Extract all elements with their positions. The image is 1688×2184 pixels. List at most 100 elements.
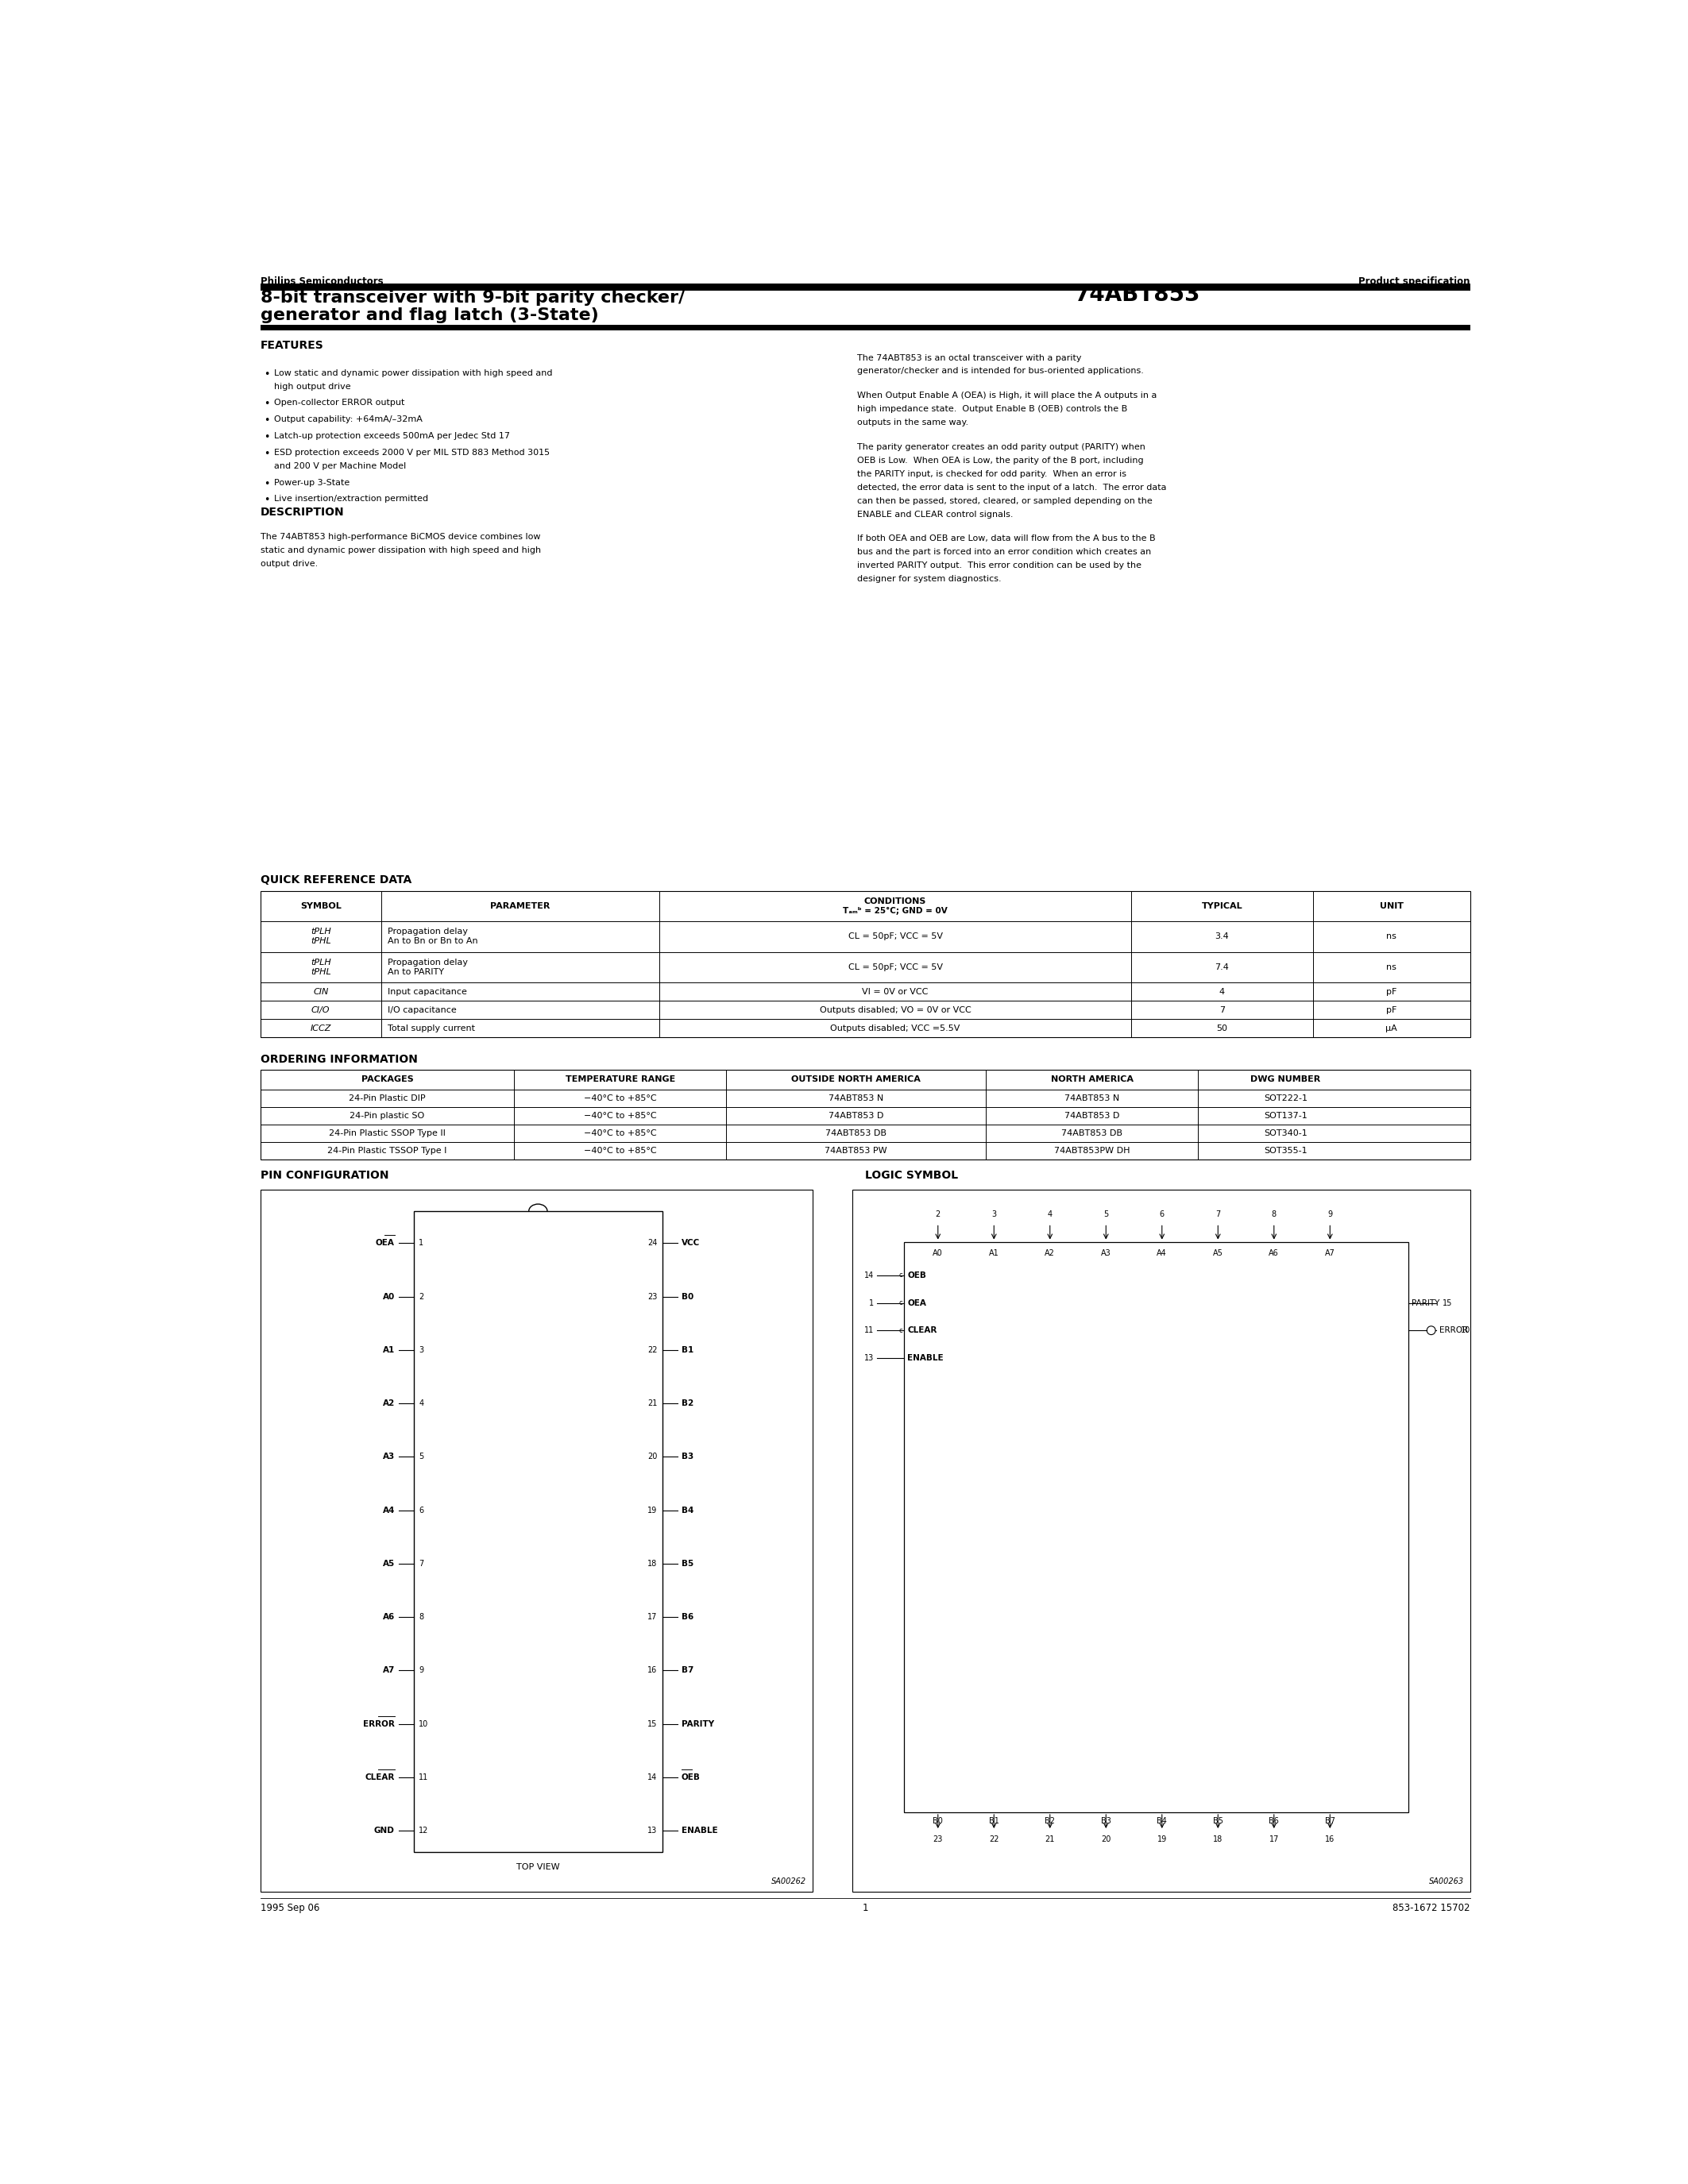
Text: CLEAR: CLEAR <box>365 1773 395 1782</box>
Text: ns: ns <box>1386 933 1396 941</box>
Text: 7: 7 <box>1219 1007 1225 1013</box>
Text: c: c <box>898 1271 903 1280</box>
Text: B0: B0 <box>933 1817 944 1826</box>
Text: OEA: OEA <box>376 1238 395 1247</box>
Text: B2: B2 <box>682 1400 694 1406</box>
Text: A6: A6 <box>1269 1249 1280 1258</box>
Text: 19: 19 <box>648 1507 657 1514</box>
Text: Live insertion/extraction permitted: Live insertion/extraction permitted <box>273 496 429 502</box>
Text: QUICK REFERENCE DATA: QUICK REFERENCE DATA <box>260 876 412 887</box>
Text: OEA: OEA <box>376 1238 395 1247</box>
Text: A1: A1 <box>383 1345 395 1354</box>
Text: UNIT: UNIT <box>1379 902 1403 911</box>
Text: 21: 21 <box>1045 1835 1055 1843</box>
Text: 8: 8 <box>419 1614 424 1621</box>
Text: A0: A0 <box>383 1293 395 1302</box>
Text: 24-Pin Plastic SSOP Type II: 24-Pin Plastic SSOP Type II <box>329 1129 446 1138</box>
Text: TYPICAL: TYPICAL <box>1202 902 1242 911</box>
Text: ENABLE and CLEAR control signals.: ENABLE and CLEAR control signals. <box>858 511 1013 518</box>
Text: Latch-up protection exceeds 500mA per Jedec Std 17: Latch-up protection exceeds 500mA per Je… <box>273 432 510 439</box>
Text: B7: B7 <box>1325 1817 1335 1826</box>
Text: Outputs disabled; VCC =5.5V: Outputs disabled; VCC =5.5V <box>830 1024 960 1033</box>
Text: 13: 13 <box>864 1354 874 1363</box>
Text: 4: 4 <box>419 1400 424 1406</box>
Text: 24-Pin Plastic TSSOP Type I: 24-Pin Plastic TSSOP Type I <box>327 1147 447 1155</box>
Text: •: • <box>263 432 270 443</box>
Text: 22: 22 <box>648 1345 657 1354</box>
Text: Open-collector ERROR output: Open-collector ERROR output <box>273 400 405 406</box>
Text: μA: μA <box>1386 1024 1398 1033</box>
Text: −40°C to +85°C: −40°C to +85°C <box>584 1129 657 1138</box>
Text: ERROR: ERROR <box>363 1719 395 1728</box>
Text: 16: 16 <box>1325 1835 1335 1843</box>
Text: The 74ABT853 high-performance BiCMOS device combines low: The 74ABT853 high-performance BiCMOS dev… <box>260 533 540 542</box>
Text: B7: B7 <box>682 1666 694 1675</box>
Text: 15: 15 <box>648 1719 657 1728</box>
Text: 14: 14 <box>648 1773 657 1782</box>
Bar <box>414 1212 662 1852</box>
Circle shape <box>1426 1326 1435 1334</box>
Text: 3: 3 <box>991 1210 996 1219</box>
Text: generator and flag latch (3-State): generator and flag latch (3-State) <box>260 308 599 323</box>
Text: When Output Enable A (OEA) is High, it will place the A outputs in a: When Output Enable A (OEA) is High, it w… <box>858 391 1156 400</box>
Text: −40°C to +85°C: −40°C to +85°C <box>584 1112 657 1120</box>
Bar <box>260 325 1470 330</box>
Text: 18: 18 <box>648 1559 657 1568</box>
Text: OUTSIDE NORTH AMERICA: OUTSIDE NORTH AMERICA <box>792 1077 920 1083</box>
Text: B1: B1 <box>682 1345 694 1354</box>
Text: c: c <box>898 1299 903 1306</box>
Text: CLEAR: CLEAR <box>365 1773 395 1782</box>
Text: B0: B0 <box>682 1293 694 1302</box>
Text: ENABLE: ENABLE <box>908 1354 944 1363</box>
Text: the PARITY input, is checked for odd parity.  When an error is: the PARITY input, is checked for odd par… <box>858 470 1126 478</box>
Text: ERROR: ERROR <box>363 1719 395 1728</box>
Text: CI/O: CI/O <box>311 1007 331 1013</box>
Text: 3: 3 <box>419 1345 424 1354</box>
Text: A1: A1 <box>989 1249 999 1258</box>
Text: 74ABT853 D: 74ABT853 D <box>1065 1112 1119 1120</box>
Text: 74ABT853 N: 74ABT853 N <box>1065 1094 1119 1103</box>
Text: 1: 1 <box>863 1902 868 1913</box>
Text: 23: 23 <box>933 1835 944 1843</box>
Text: SA00263: SA00263 <box>1428 1878 1463 1885</box>
Text: 7.4: 7.4 <box>1215 963 1229 972</box>
Text: PARITY: PARITY <box>682 1719 714 1728</box>
Text: 14: 14 <box>864 1271 874 1280</box>
Text: 17: 17 <box>1269 1835 1280 1843</box>
Text: •: • <box>263 448 270 459</box>
Text: pF: pF <box>1386 987 1396 996</box>
Text: high output drive: high output drive <box>273 382 351 391</box>
Text: 10: 10 <box>1460 1326 1470 1334</box>
Text: SOT222-1: SOT222-1 <box>1264 1094 1307 1103</box>
Text: NORTH AMERICA: NORTH AMERICA <box>1050 1077 1133 1083</box>
Text: c: c <box>898 1328 903 1334</box>
Text: Output capability: +64mA/–32mA: Output capability: +64mA/–32mA <box>273 415 422 424</box>
Text: 10: 10 <box>419 1719 429 1728</box>
Text: Product specification: Product specification <box>1359 275 1470 286</box>
Text: 22: 22 <box>989 1835 999 1843</box>
Text: •: • <box>263 400 270 408</box>
Text: 7: 7 <box>419 1559 424 1568</box>
Text: GND: GND <box>375 1826 395 1835</box>
Text: pF: pF <box>1386 1007 1396 1013</box>
Text: 12: 12 <box>419 1826 429 1835</box>
Text: 21: 21 <box>648 1400 657 1406</box>
Text: 24-Pin Plastic DIP: 24-Pin Plastic DIP <box>349 1094 425 1103</box>
Text: •: • <box>263 369 270 380</box>
Text: 8-bit transceiver with 9-bit parity checker/: 8-bit transceiver with 9-bit parity chec… <box>260 290 685 306</box>
Text: SOT340-1: SOT340-1 <box>1264 1129 1307 1138</box>
Text: 4: 4 <box>1048 1210 1052 1219</box>
Text: An to Bn or Bn to An: An to Bn or Bn to An <box>387 937 478 946</box>
Text: DWG NUMBER: DWG NUMBER <box>1251 1077 1320 1083</box>
Bar <box>260 284 1470 290</box>
Text: 17: 17 <box>648 1614 657 1621</box>
Text: PACKAGES: PACKAGES <box>361 1077 414 1083</box>
Text: −40°C to +85°C: −40°C to +85°C <box>584 1094 657 1103</box>
Text: 16: 16 <box>648 1666 657 1675</box>
Text: 24-Pin plastic SO: 24-Pin plastic SO <box>349 1112 425 1120</box>
Text: OEA: OEA <box>908 1299 927 1306</box>
Text: 6: 6 <box>419 1507 424 1514</box>
Text: 5: 5 <box>1104 1210 1109 1219</box>
Text: B3: B3 <box>1101 1817 1111 1826</box>
Text: 9: 9 <box>419 1666 424 1675</box>
